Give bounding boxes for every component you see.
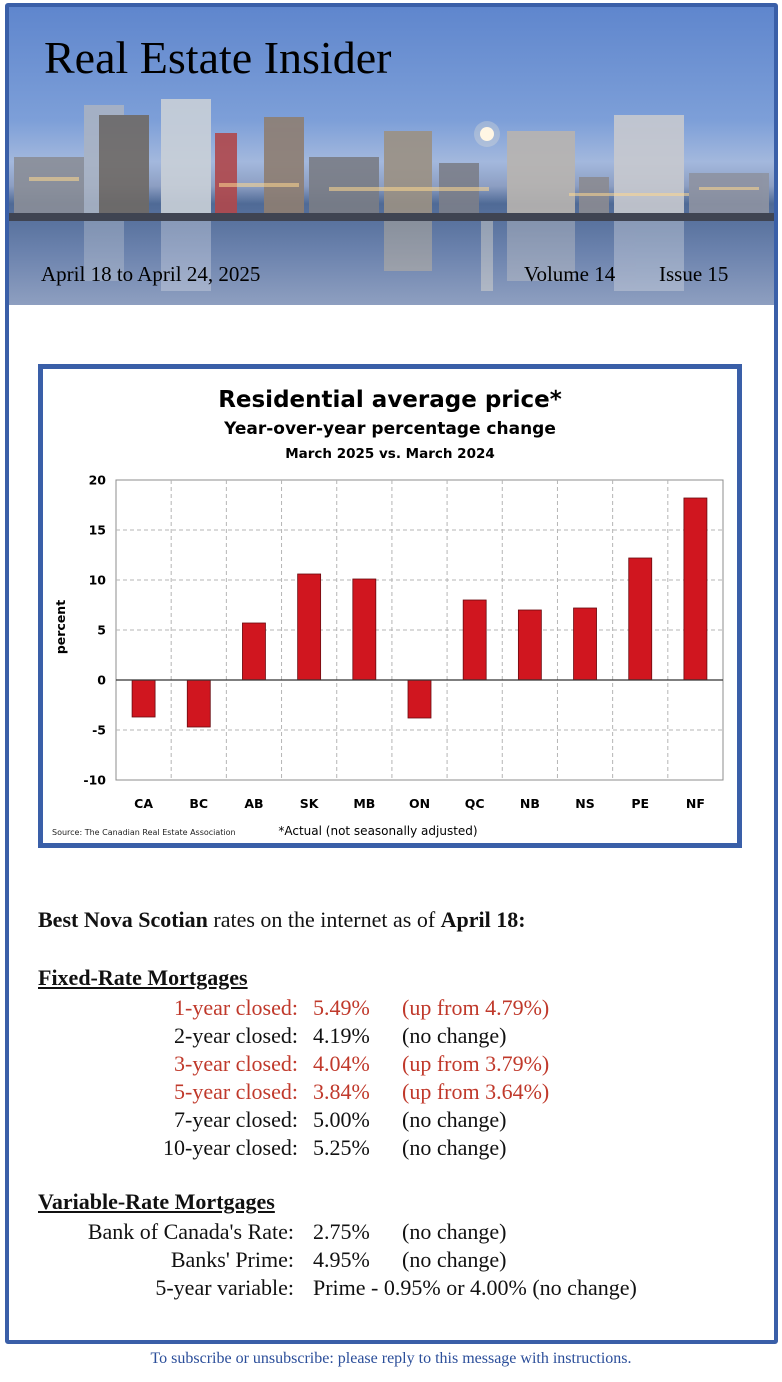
x-tick-label: BC	[189, 796, 208, 811]
x-tick-label: AB	[244, 796, 263, 811]
x-tick-label: SK	[300, 796, 320, 811]
rate-row: 5-year variable: Prime - 0.95% or 4.00% (…	[9, 1275, 774, 1303]
city-skyline-illustration	[9, 99, 774, 291]
variable-rate-heading: Variable-Rate Mortgages	[38, 1189, 275, 1214]
bar-nb	[517, 609, 542, 681]
rate-value: 3.84%	[313, 1079, 370, 1104]
y-tick-label: 15	[89, 523, 106, 538]
chart-source: Source: The Canadian Real Estate Associa…	[52, 828, 236, 837]
rate-label: Bank of Canada's Rate:	[87, 1219, 294, 1244]
x-tick-label: PE	[631, 796, 649, 811]
rate-value: 5.00%	[313, 1107, 370, 1132]
rate-row: 5-year closed: 3.84% (up from 3.64%)	[9, 1079, 774, 1107]
x-tick-label: CA	[134, 796, 153, 811]
rate-label: 2-year closed:	[174, 1023, 298, 1048]
bar-mb	[352, 578, 377, 681]
rate-value: 5.49%	[313, 995, 370, 1020]
fixed-rate-heading: Fixed-Rate Mortgages	[38, 965, 248, 990]
issue-dates: April 18 to April 24, 2025	[41, 262, 261, 286]
y-tick-label: 5	[97, 623, 106, 638]
rate-change: (no change)	[402, 1247, 507, 1272]
rate-row: Bank of Canada's Rate: 2.75% (no change)	[9, 1219, 774, 1247]
rate-label: 1-year closed:	[174, 995, 298, 1020]
rate-change: (no change)	[402, 1219, 507, 1244]
rate-change: (no change)	[402, 1135, 507, 1160]
subscribe-footer: To subscribe or unsubscribe: please repl…	[150, 1350, 632, 1367]
bar-ns	[573, 607, 597, 681]
rate-value: 2.75%	[313, 1219, 370, 1244]
rate-change: (no change)	[402, 1107, 507, 1132]
rate-row: 10-year closed: 5.25% (no change)	[9, 1135, 774, 1163]
x-tick-label: ON	[409, 796, 430, 811]
x-tick-label: NF	[686, 796, 705, 811]
chart-y-ticks: 20 15 10 5 0 -5 -10	[83, 473, 106, 788]
chart-x-ticks: CA BC AB SK MB ON QC NB NS PE NF	[134, 796, 705, 811]
rate-value: 4.19%	[313, 1023, 370, 1048]
chart-title: Residential average price*	[218, 387, 562, 413]
rate-row: 1-year closed: 5.49% (up from 4.79%)	[9, 995, 774, 1023]
rate-label: 10-year closed:	[163, 1135, 298, 1160]
chart-subtitle: Year-over-year percentage change	[223, 419, 556, 439]
moon	[480, 127, 494, 141]
rate-row: 7-year closed: 5.00% (no change)	[9, 1107, 774, 1135]
rate-row: 3-year closed: 4.04% (up from 3.79%)	[9, 1051, 774, 1079]
bar-nf	[683, 497, 708, 681]
chart-footnote: *Actual (not seasonally adjusted)	[278, 824, 477, 838]
y-tick-label: 10	[89, 573, 107, 588]
intro-text: rates on the internet as of	[207, 907, 441, 932]
rate-change: (no change)	[402, 1023, 507, 1048]
issue-number: Issue 15	[659, 262, 729, 286]
header-banner: Real Estate Insider April 18 to April 24…	[9, 7, 774, 305]
rates-intro: Best Nova Scotian rates on the internet …	[38, 907, 526, 933]
bar-on	[407, 679, 432, 719]
rate-label: 3-year closed:	[174, 1051, 298, 1076]
rate-change: (up from 3.64%)	[402, 1079, 550, 1104]
chart-subtitle-period: March 2025 vs. March 2024	[285, 446, 495, 462]
bar-sk	[297, 573, 322, 681]
newsletter-frame: Real Estate Insider April 18 to April 24…	[5, 3, 778, 1344]
chart-bars	[116, 497, 723, 728]
x-tick-label: QC	[465, 796, 485, 811]
rate-label: 5-year closed:	[174, 1079, 298, 1104]
x-tick-label: NS	[575, 796, 594, 811]
newsletter-title: Real Estate Insider	[44, 32, 392, 83]
rate-value: 4.95%	[313, 1247, 370, 1272]
y-tick-label: -5	[92, 723, 106, 738]
intro-highlight-region: Best Nova Scotian	[38, 907, 208, 932]
issue-volume: Volume 14	[524, 262, 616, 286]
bar-qc	[462, 599, 487, 681]
bar-bc	[186, 679, 211, 728]
intro-highlight-date: April 18:	[440, 907, 526, 932]
rate-value: 4.04%	[313, 1051, 370, 1076]
x-tick-label: MB	[353, 796, 375, 811]
bar-ab	[242, 622, 266, 681]
rate-label: 5-year variable:	[155, 1275, 294, 1300]
rate-row: 2-year closed: 4.19% (no change)	[9, 1023, 774, 1051]
bar-chart: Residential average price* Year-over-yea…	[52, 387, 724, 838]
rate-label: 7-year closed:	[174, 1107, 298, 1132]
y-tick-label: 0	[97, 673, 106, 688]
rate-label: Banks' Prime:	[170, 1247, 294, 1272]
rate-row: Banks' Prime: 4.95% (no change)	[9, 1247, 774, 1275]
rate-change: (up from 4.79%)	[402, 995, 550, 1020]
price-change-chart: Residential average price* Year-over-yea…	[38, 364, 742, 848]
rate-change: (up from 3.79%)	[402, 1051, 550, 1076]
y-tick-label: 20	[89, 473, 107, 488]
bar-pe	[628, 557, 653, 681]
rate-value: 5.25%	[313, 1135, 370, 1160]
bar-ca	[131, 679, 156, 718]
x-tick-label: NB	[520, 796, 540, 811]
rate-value: Prime - 0.95% or 4.00% (no change)	[313, 1275, 637, 1300]
y-axis-label: percent	[53, 600, 68, 654]
y-tick-label: -10	[83, 773, 106, 788]
